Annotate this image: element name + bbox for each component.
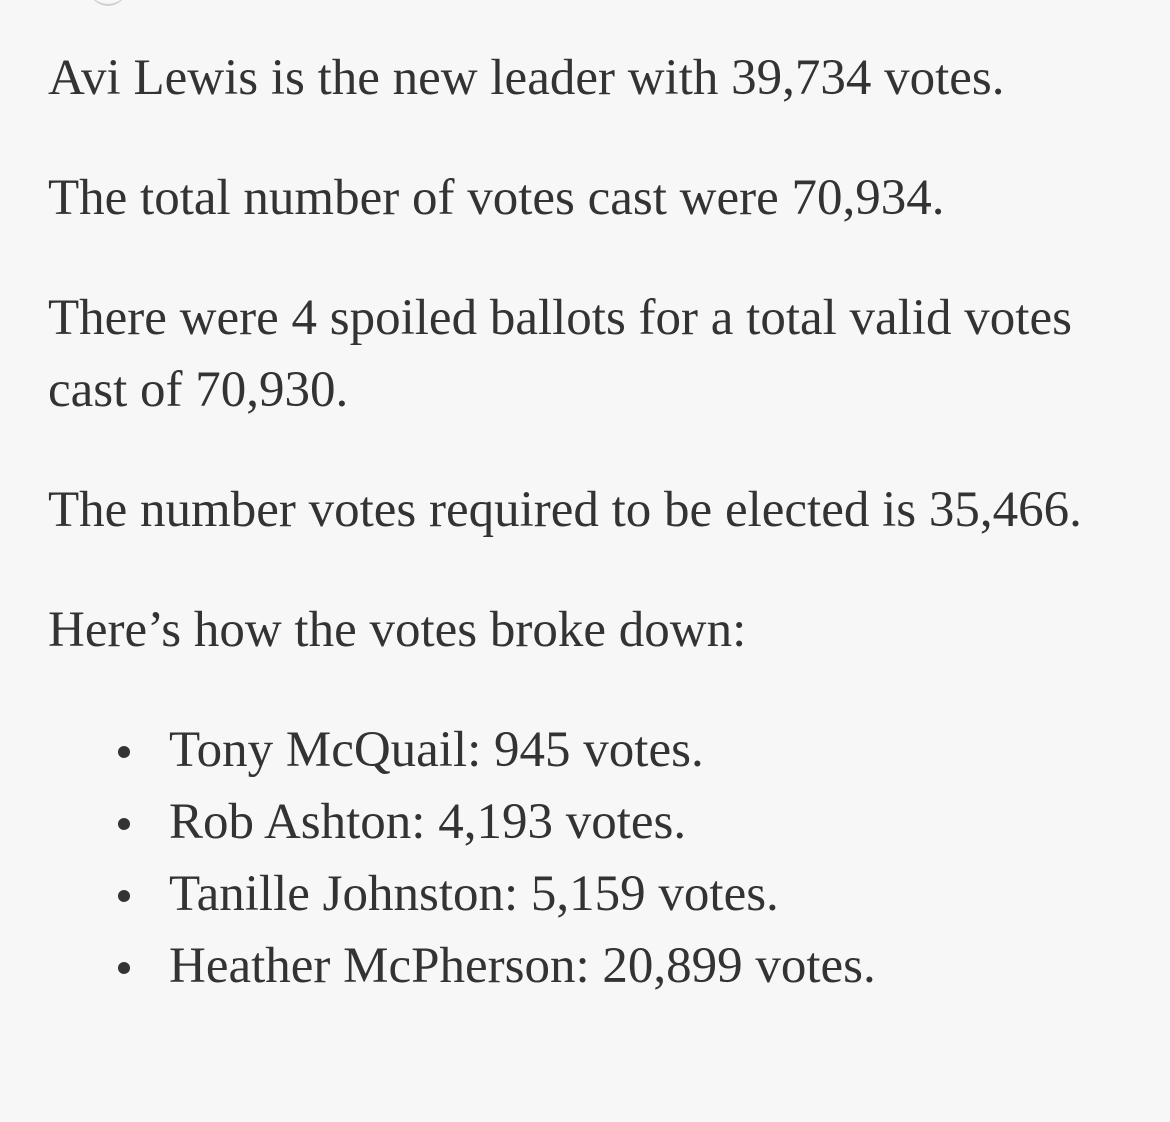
list-item: Heather McPherson: 20,899 votes.	[118, 930, 1128, 1002]
list-item: Rob Ashton: 4,193 votes.	[118, 786, 1128, 858]
spoiled-ballots-paragraph: There were 4 spoiled ballots for a total…	[48, 290, 1072, 418]
winner-paragraph: Avi Lewis is the new leader with 39,734 …	[48, 50, 1005, 106]
partial-image-edge	[88, 0, 128, 6]
breakdown-intro: Here’s how the votes broke down:	[48, 602, 747, 658]
results-list: Tony McQuail: 945 votes. Rob Ashton: 4,1…	[48, 714, 1128, 1002]
votes-required-paragraph: The number votes required to be elected …	[48, 482, 1082, 538]
article-body: Avi Lewis is the new leader with 39,734 …	[48, 42, 1128, 1002]
list-item: Tanille Johnston: 5,159 votes.	[118, 858, 1128, 930]
list-item: Tony McQuail: 945 votes.	[118, 714, 1128, 786]
total-votes-paragraph: The total number of votes cast were 70,9…	[48, 170, 945, 226]
